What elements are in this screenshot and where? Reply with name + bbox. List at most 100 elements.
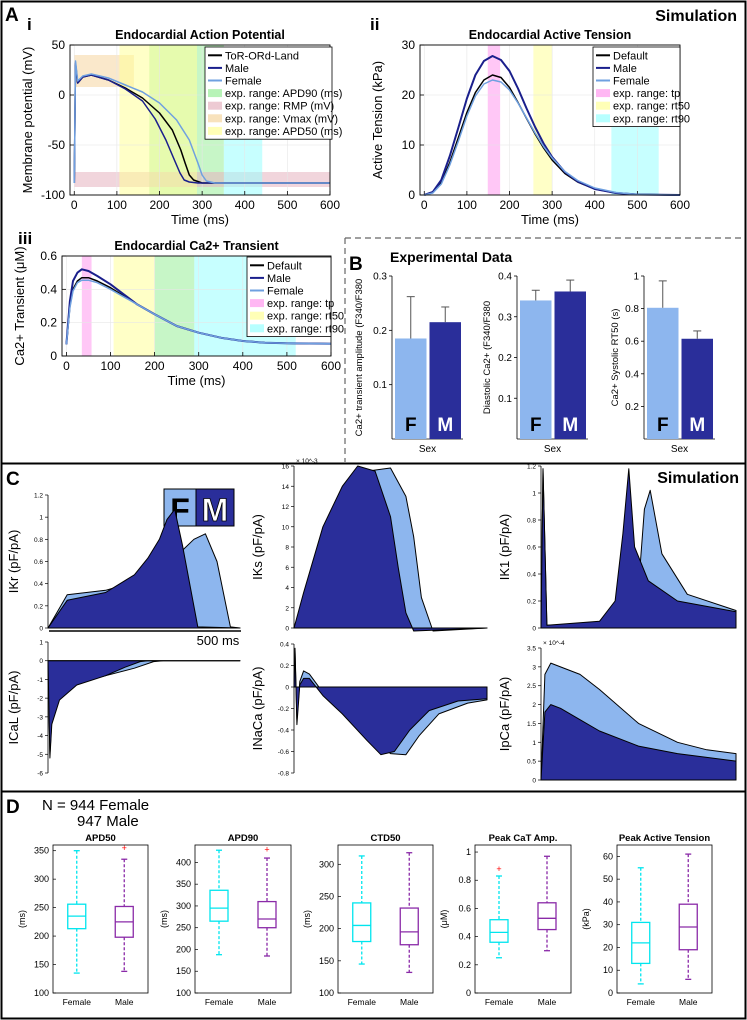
y-axis-label: Ca2+ Systolic RT50 (s)	[610, 309, 621, 407]
legend-swatch-band	[208, 101, 222, 110]
tick-label-y: 0	[58, 88, 65, 102]
tick-label-y: 150	[34, 960, 49, 970]
panel-b-title: Experimental Data	[390, 249, 512, 265]
series-line-male	[423, 55, 681, 196]
simulation-label-c: Simulation	[657, 470, 739, 487]
tick-label-x: 600	[670, 198, 690, 212]
chart-A-ii: 0 100 200 300 400 500 600 0 10 20 30 Endocardial Ac…	[370, 28, 690, 227]
tick-label-y: 0	[466, 988, 471, 998]
chart-A-iii: 0 100 200 300 400 500 600 0 0.2 0.4 0.6 Endocardial…	[12, 239, 344, 388]
legend-box	[246, 256, 332, 337]
tick-label-y: 4	[285, 585, 289, 592]
plot-frame	[474, 844, 572, 994]
legend-label: ToR-ORd-Land	[225, 50, 299, 62]
legend-label: Default	[267, 260, 302, 272]
tick-label-y: 2	[285, 605, 289, 612]
tick-label-y: 1	[633, 272, 639, 283]
tick-label-y: -5	[37, 752, 43, 759]
legend-swatch-band	[208, 89, 222, 98]
tick-label-y: 0.2	[498, 353, 512, 364]
tick-label-x: 500	[277, 198, 297, 212]
y-axis-label: Membrane potential (mV)	[20, 47, 35, 194]
bar-M	[554, 291, 586, 439]
tick-label-y: 2.5	[527, 683, 536, 690]
plot-frame	[337, 844, 434, 994]
tick-label-y: 200	[34, 931, 49, 941]
tick-label-y: 0.8	[625, 304, 639, 315]
x-category-label: Female	[485, 997, 514, 1007]
chart-D-CTD50: 100 150 200 250 300 CTD50 (ms) Female Male	[302, 833, 434, 1007]
tick-label-y: 250	[34, 903, 49, 913]
legend-swatch-band	[596, 114, 610, 123]
tick-label-y: 50	[52, 38, 66, 52]
tick-label-y: 100	[176, 988, 191, 998]
y-axis-label: (ms)	[159, 910, 169, 928]
chart-C-IKr: 0 0.2 0.4 0.6 0.8 1 1.2 IKr (pF/pA)	[6, 493, 241, 633]
chart-C-INaCa: -0.8 -0.6 -0.4 -0.2 0 0.2 0.4 INaCa (pF/pA)	[250, 642, 488, 778]
chart-title: Endocardial Action Potential	[115, 28, 285, 42]
tick-label-y: 50	[603, 874, 613, 884]
tick-label-y: 20	[402, 88, 416, 102]
axis-exponent: × 10^-3	[296, 458, 318, 465]
band-tp	[81, 256, 92, 356]
legend-label: Male	[613, 63, 637, 75]
plot-frame	[194, 844, 292, 994]
y-axis-label: IK1 (pF/pA)	[497, 514, 512, 580]
fm-badge: F M	[163, 488, 235, 528]
y-axis-label: INaCa (pF/pA)	[250, 667, 265, 751]
tick-label-y: 0.2	[280, 663, 289, 670]
tick-label-y: 0.6	[34, 559, 43, 566]
tick-label-y: 0.2	[34, 603, 43, 610]
area-M	[540, 468, 737, 629]
tick-label-y: 100	[319, 988, 334, 998]
tick-label-y: 400	[176, 857, 191, 867]
tick-label-y: 0.4	[34, 581, 43, 588]
tick-label-x: 100	[107, 198, 127, 212]
legend-label: exp. range: tp	[267, 298, 334, 310]
y-axis-label: (μM)	[439, 910, 449, 929]
y-axis-label: Ca2+ transient amplitude (F340/F380	[354, 279, 365, 437]
tick-label-x: 500	[277, 359, 297, 373]
tick-label-y: 6	[285, 565, 289, 572]
bar-letter: M	[562, 415, 578, 436]
tick-label-x: 100	[100, 359, 120, 373]
area-M	[293, 650, 488, 756]
outlier-marker: +	[264, 844, 269, 854]
chart-D-PeakTension: 0 10 20 30 40 50 60 Peak Active Tension (kPa) Fem…	[581, 833, 713, 1007]
legend-label: Male	[225, 63, 249, 75]
chart-title: Peak Active Tension	[619, 833, 711, 844]
tick-label-y: 0.2	[373, 326, 387, 337]
y-axis-label: (kPa)	[581, 908, 591, 930]
tick-label-y: 0.6	[40, 249, 57, 263]
n-count-male: 947 Male	[77, 813, 139, 830]
tick-label-x: 200	[149, 198, 169, 212]
tick-label-x: 0	[421, 198, 428, 212]
tick-label-y: 40	[603, 897, 613, 907]
x-category-label: Female	[63, 997, 92, 1007]
tick-label-x: 100	[457, 198, 477, 212]
tick-label-y: 0	[408, 188, 415, 202]
area-M	[540, 704, 737, 781]
band-rt50	[533, 45, 553, 195]
sublabel-ii: ii	[370, 15, 379, 34]
chart-title: Peak CaT Amp.	[489, 833, 558, 844]
tick-label-y: 2	[532, 702, 536, 709]
y-axis-label: IKs (pF/pA)	[250, 514, 265, 580]
bar-letter: F	[657, 415, 669, 436]
box-female	[209, 889, 229, 922]
tick-label-y: 0.6	[625, 337, 639, 348]
chart-title: Endocardial Ca2+ Transient	[114, 239, 279, 253]
tick-label-y: 0.4	[40, 282, 57, 296]
series-line-female	[73, 60, 330, 184]
chart-title: Endocardial Active Tension	[469, 28, 632, 42]
tick-label-y: -0.4	[278, 728, 290, 735]
x-category-label: Male	[400, 997, 419, 1007]
x-axis-label: Time (ms)	[521, 212, 579, 227]
tick-label-x: 200	[499, 198, 519, 212]
tick-label-y: 200	[319, 924, 334, 934]
bar-F	[395, 338, 427, 439]
x-category-label: Female	[627, 997, 656, 1007]
tick-label-y: 0.6	[458, 903, 471, 913]
